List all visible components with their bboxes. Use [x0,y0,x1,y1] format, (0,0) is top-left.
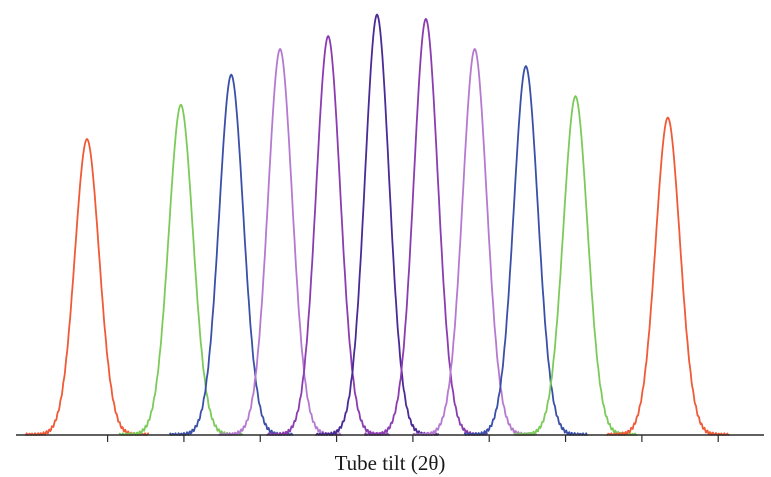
x-axis-label: Tube tilt (2θ) [335,451,446,475]
peak-curve-7 [363,17,488,436]
peak-curve-4 [218,48,343,436]
peak-curve-8 [412,48,537,436]
peak-curve-2 [118,103,243,436]
peak-curve-11 [605,116,730,436]
x-ticks [106,435,719,442]
series-layer [25,13,730,436]
peak-curve-6 [315,13,439,436]
peak-curve-10 [513,95,638,436]
peak-curve-3 [169,73,294,436]
peak-curve-1 [25,138,149,436]
peak-curve-9 [463,65,588,436]
